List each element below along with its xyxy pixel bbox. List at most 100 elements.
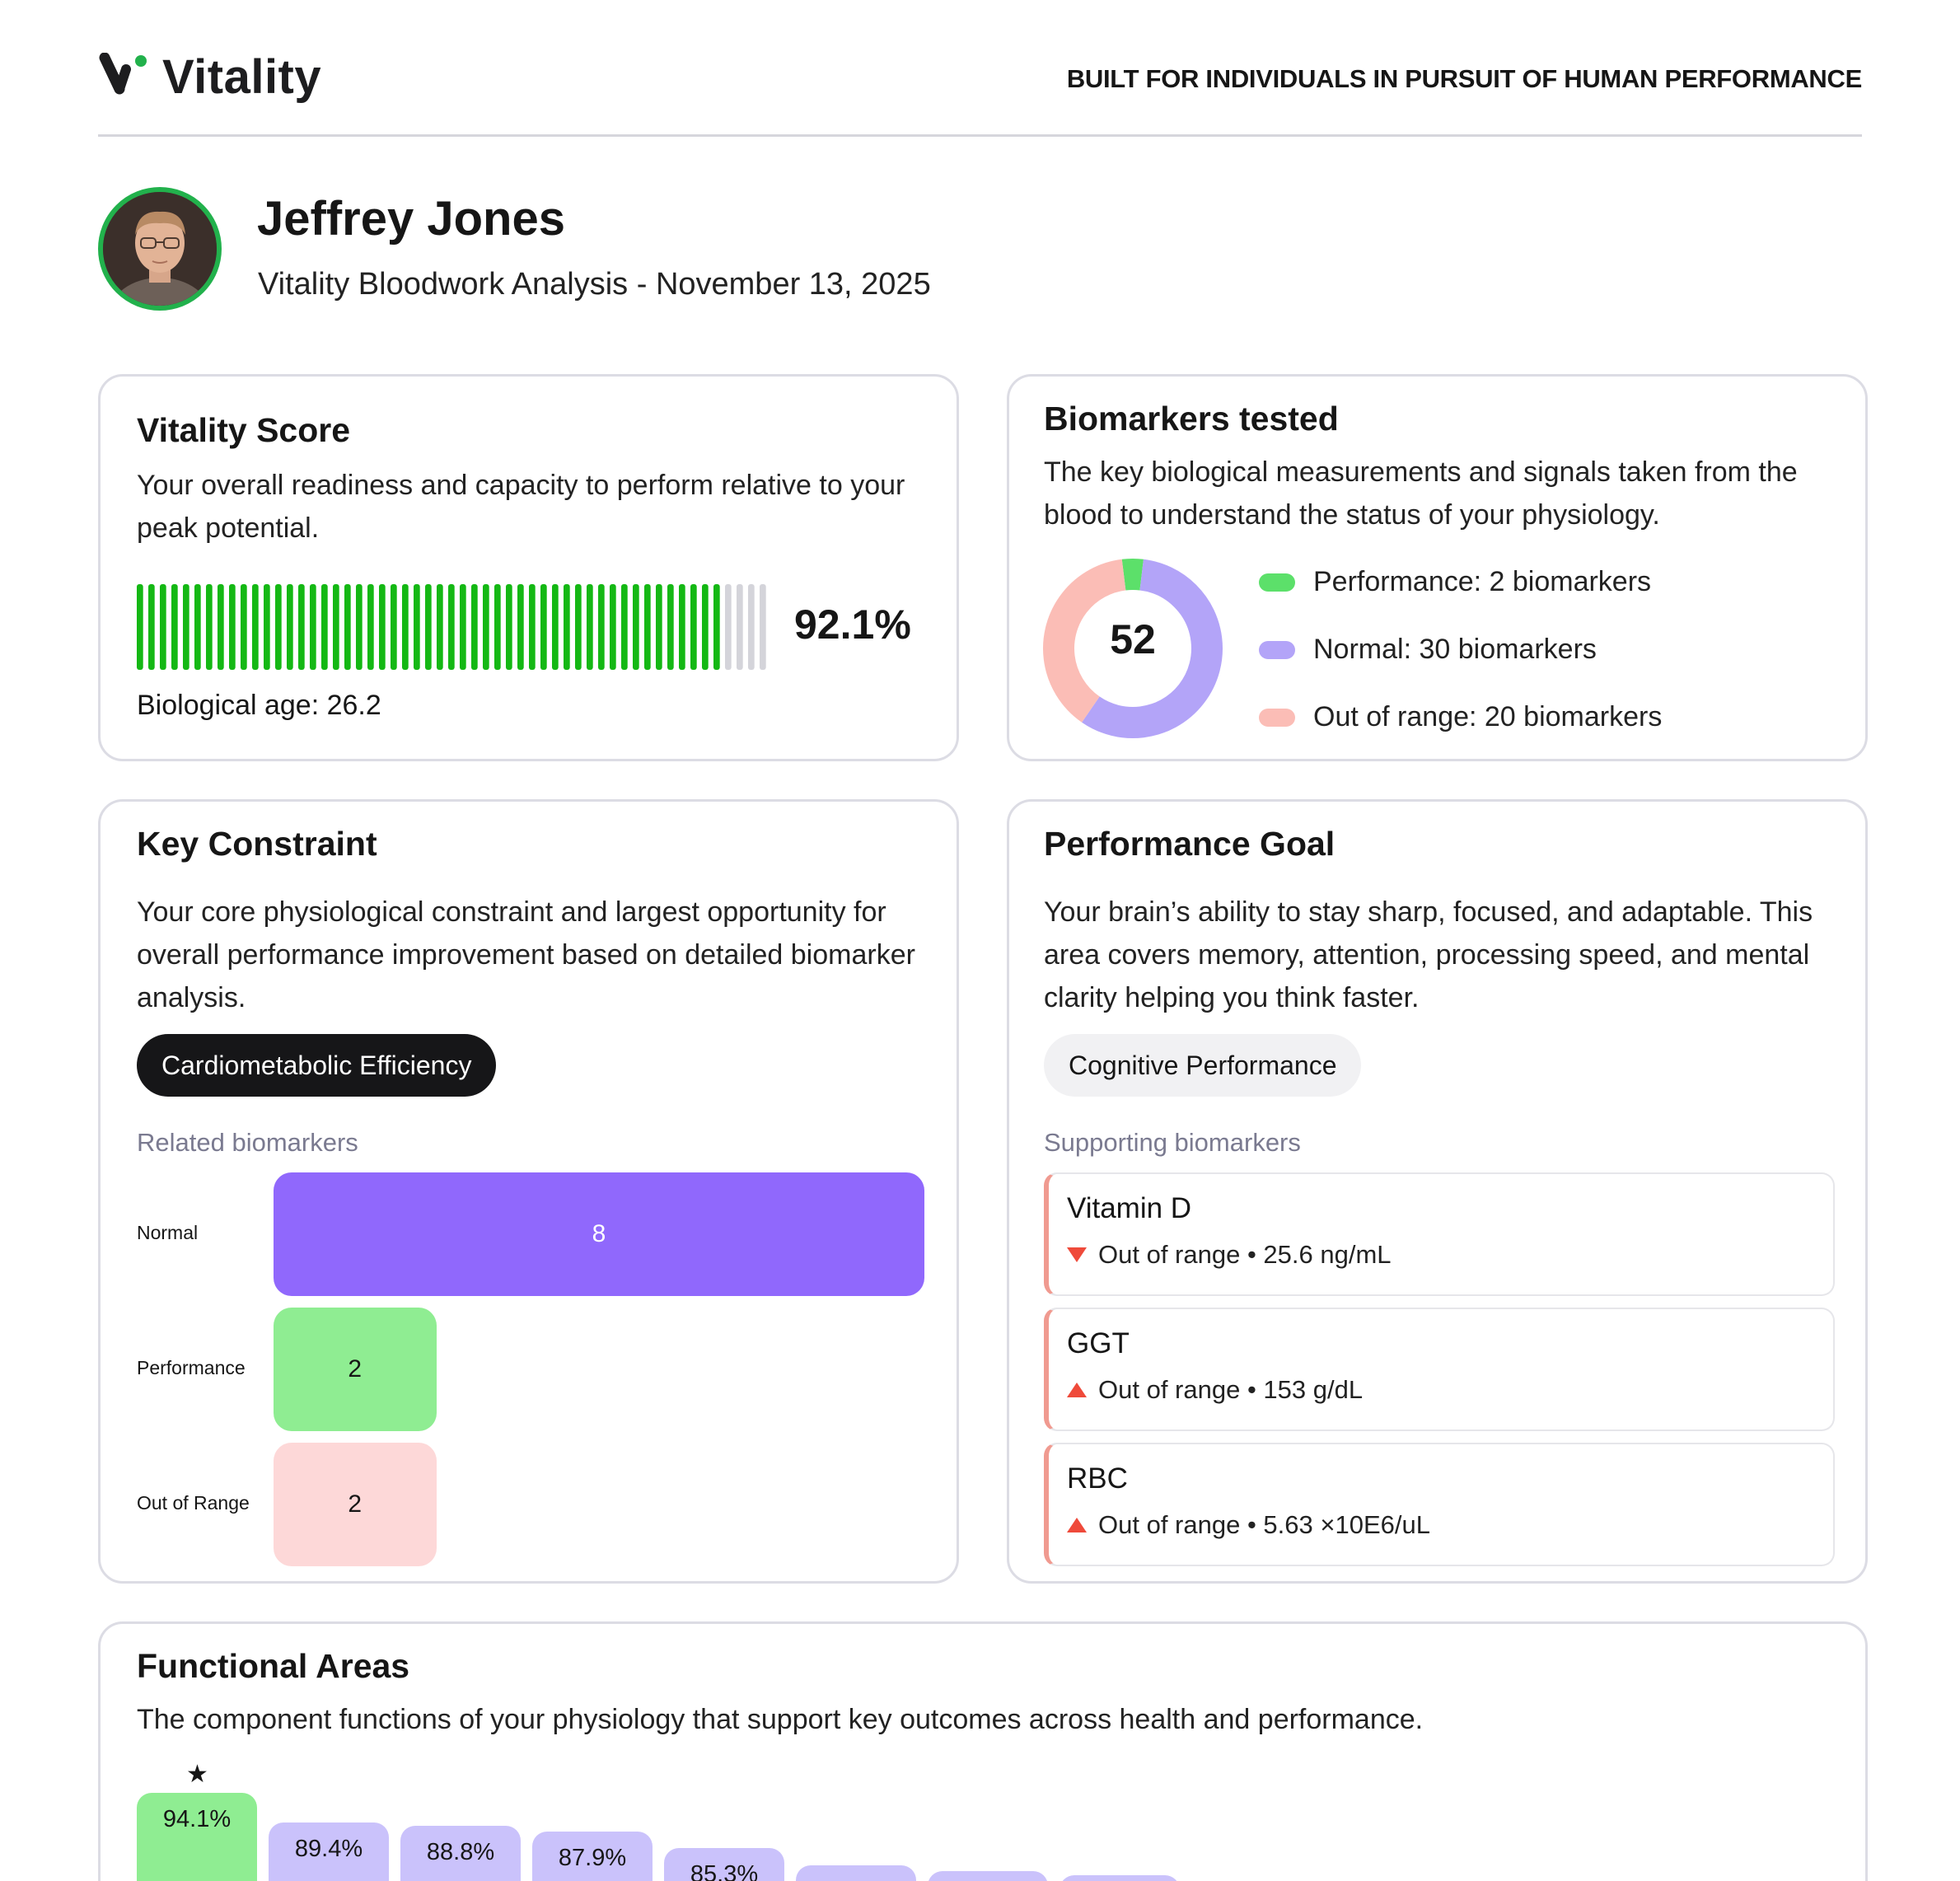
card-title: Functional Areas: [137, 1647, 410, 1685]
biomarker-row-vitamin-d[interactable]: Vitamin D Out of range • 25.6 ng/mL: [1044, 1172, 1835, 1296]
donut-total: 52: [1110, 616, 1156, 662]
progress-segment-filled: [621, 584, 628, 670]
card-title: Biomarkers tested: [1044, 400, 1339, 437]
bar-label-out-of-range: Out of Range: [137, 1492, 250, 1514]
progress-segment-filled: [540, 584, 547, 670]
functional-areas-card: Functional Areas The component functions…: [98, 1621, 1868, 1881]
functional-area-bar[interactable]: 94.1%: [137, 1793, 257, 1881]
progress-segment-filled: [194, 584, 201, 670]
donut-slice-normal: [1043, 559, 1223, 738]
progress-segment-filled: [529, 584, 536, 670]
legend-out-of-range: Out of range: 20 biomarkers: [1259, 701, 1662, 733]
progress-segment-filled: [656, 584, 662, 670]
progress-segment-filled: [379, 584, 386, 670]
progress-segment-filled: [667, 584, 674, 670]
biomarker-status-text: Out of range • 5.63 ×10E6/uL: [1098, 1510, 1430, 1539]
progress-segment-filled: [575, 584, 582, 670]
progress-segment-filled: [633, 584, 639, 670]
functional-area-bar[interactable]: 85.3%: [664, 1847, 784, 1881]
functional-area-bar[interactable]: 80.9%: [1060, 1875, 1180, 1881]
progress-segment-filled: [713, 584, 720, 670]
progress-segment-filled: [610, 584, 616, 670]
functional-area-value: 87.9%: [558, 1845, 627, 1872]
progress-segment-filled: [137, 584, 143, 670]
biomarker-row-ggt[interactable]: GGT Out of range • 153 g/dL: [1044, 1308, 1835, 1431]
goal-pill[interactable]: Cognitive Performance: [1044, 1034, 1362, 1097]
legend-normal: Normal: 30 biomarkers: [1259, 634, 1597, 666]
functional-area-bar[interactable]: 88.8%: [400, 1826, 521, 1881]
progress-segment-filled: [402, 584, 409, 670]
biomarkers-tested-card: Biomarkers tested The key biological mea…: [1007, 374, 1868, 761]
functional-area-bar[interactable]: 81.6%: [928, 1871, 1048, 1881]
biomarker-status: Out of range • 153 g/dL: [1067, 1375, 1363, 1405]
legend-performance: Performance: 2 biomarkers: [1259, 566, 1651, 598]
bar-label-performance: Performance: [137, 1357, 246, 1378]
progress-segment-filled: [344, 584, 351, 670]
arrow-down-icon: [1067, 1247, 1087, 1262]
progress-segment-filled: [171, 584, 178, 670]
functional-area-bar[interactable]: 82.5%: [796, 1865, 916, 1881]
constraint-pill[interactable]: Cardiometabolic Efficiency: [137, 1034, 497, 1097]
progress-segment-filled: [494, 584, 501, 670]
functional-area-bar[interactable]: 89.4%: [269, 1822, 389, 1881]
card-title: Performance Goal: [1044, 825, 1336, 863]
bar-out-of-range: 2: [274, 1443, 437, 1566]
functional-area-value: 88.8%: [426, 1839, 495, 1866]
key-constraint-card: Key Constraint Your core physiological c…: [98, 799, 959, 1584]
legend-label: Out of range: 20 biomarkers: [1313, 701, 1663, 732]
functional-area-value: 82.5%: [822, 1879, 890, 1881]
progress-segment-empty: [725, 584, 732, 670]
progress-segment-filled: [264, 584, 270, 670]
progress-segment-empty: [737, 584, 743, 670]
card-description: Your brain’s ability to stay sharp, focu…: [1044, 896, 1813, 1013]
card-title: Key Constraint: [137, 825, 377, 863]
header: Vitality BUILT FOR INDIVIDUALS IN PURSUI…: [98, 48, 1862, 137]
functional-area-value: 89.4%: [294, 1835, 363, 1862]
progress-segment-filled: [679, 584, 685, 670]
arrow-up-icon: [1067, 1518, 1087, 1532]
progress-segment-filled: [702, 584, 709, 670]
progress-segment-filled: [564, 584, 570, 670]
progress-segment-filled: [391, 584, 397, 670]
progress-segment-filled: [587, 584, 593, 670]
biomarker-row-rbc[interactable]: RBC Out of range • 5.63 ×10E6/uL: [1044, 1443, 1835, 1566]
biomarker-status-text: Out of range • 25.6 ng/mL: [1098, 1240, 1392, 1269]
avatar: [98, 187, 222, 311]
vitality-logo-icon: [98, 52, 147, 102]
vitality-percent: 92.1%: [794, 601, 911, 648]
arrow-up-icon: [1067, 1383, 1087, 1397]
biomarker-name: Vitamin D: [1067, 1192, 1192, 1224]
profile-name: Jeffrey Jones: [257, 192, 565, 246]
progress-segment-filled: [448, 584, 455, 670]
card-description: The component functions of your physiolo…: [137, 1704, 1424, 1735]
tagline: BUILT FOR INDIVIDUALS IN PURSUIT OF HUMA…: [1066, 64, 1862, 93]
logo[interactable]: Vitality: [98, 49, 321, 105]
legend-swatch: [1259, 708, 1295, 727]
progress-segment-filled: [644, 584, 651, 670]
progress-segment-filled: [506, 584, 512, 670]
progress-segment-filled: [321, 584, 328, 670]
functional-area-value: 85.3%: [690, 1860, 759, 1881]
biomarker-donut-chart: [1043, 559, 1223, 738]
biomarker-status: Out of range • 25.6 ng/mL: [1067, 1240, 1392, 1270]
related-biomarkers-label: Related biomarkers: [137, 1128, 358, 1157]
functional-area-value: 94.1%: [162, 1806, 232, 1832]
progress-segment-filled: [310, 584, 316, 670]
functional-area-bar[interactable]: 87.9%: [532, 1832, 653, 1881]
progress-segment-filled: [287, 584, 293, 670]
card-description: Your core physiological constraint and l…: [137, 896, 915, 1013]
legend-swatch: [1259, 640, 1295, 659]
bar-performance: 2: [274, 1308, 437, 1431]
donut-slice-out-of-range: [1043, 559, 1223, 738]
progress-segment-filled: [552, 584, 559, 670]
progress-segment-empty: [748, 584, 755, 670]
progress-segment-filled: [241, 584, 247, 670]
legend-label: Performance: 2 biomarkers: [1313, 566, 1652, 597]
progress-segment-empty: [760, 584, 766, 670]
bar-label-normal: Normal: [137, 1222, 199, 1243]
progress-segment-filled: [183, 584, 189, 670]
progress-segment-filled: [160, 584, 166, 670]
progress-segment-filled: [414, 584, 420, 670]
biomarker-name: GGT: [1067, 1327, 1130, 1359]
